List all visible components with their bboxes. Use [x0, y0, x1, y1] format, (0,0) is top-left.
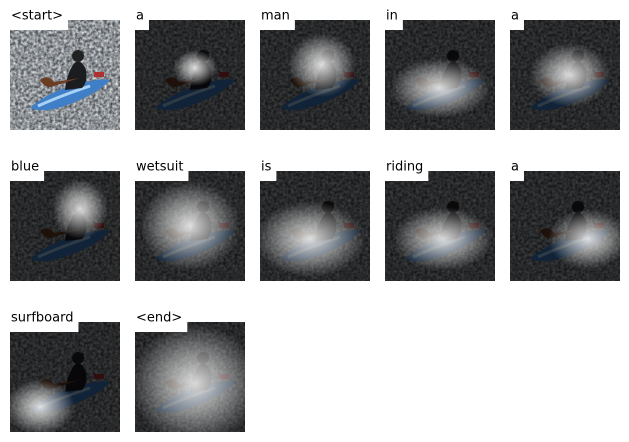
- attention-cell: riding: [383, 156, 495, 281]
- word-label: <end>: [136, 311, 182, 326]
- word-label: riding: [386, 160, 423, 175]
- attention-glow: [140, 181, 240, 271]
- attention-image: [10, 171, 120, 281]
- attention-cell: surfboard: [8, 307, 120, 432]
- word-label: a: [511, 160, 519, 175]
- cells: <start> a man in a blue wetsuit is riding a surfbo…: [8, 5, 620, 432]
- attention-cell: man: [258, 5, 370, 130]
- label-background: [383, 5, 403, 30]
- word-label: wetsuit: [136, 160, 183, 175]
- word-label: <start>: [11, 9, 63, 24]
- word-label: is: [261, 160, 272, 175]
- word-label: blue: [11, 160, 39, 175]
- word-label: man: [261, 9, 290, 24]
- label-background: [8, 5, 69, 30]
- attention-image: [10, 20, 120, 130]
- word-label: surfboard: [11, 311, 73, 326]
- attention-image: [10, 322, 120, 432]
- attention-glow: [10, 379, 75, 432]
- attention-image: [260, 20, 370, 130]
- word-label: a: [136, 9, 144, 24]
- attention-cell: blue: [8, 156, 120, 281]
- label-background: [8, 307, 79, 332]
- attention-cell: in: [383, 5, 495, 130]
- attention-cell: wetsuit: [133, 156, 245, 281]
- label-background: [258, 5, 295, 30]
- label-background: [508, 156, 524, 181]
- label-background: [383, 156, 429, 181]
- attention-image: [260, 171, 370, 281]
- attention-glow: [173, 50, 217, 86]
- attention-cell: <end>: [133, 307, 245, 432]
- attention-image: [135, 322, 245, 432]
- attention-glow: [288, 33, 356, 97]
- attention-image: [510, 20, 620, 130]
- label-background: [133, 307, 188, 332]
- label-background: [133, 5, 149, 30]
- attention-image: [385, 171, 495, 281]
- attention-glow: [530, 43, 610, 107]
- label-background: [258, 156, 277, 181]
- attention-image: [135, 20, 245, 130]
- attention-glow: [260, 201, 365, 277]
- attention-cell: a: [508, 156, 620, 281]
- attention-glow: [393, 207, 493, 271]
- photo: [10, 20, 120, 130]
- label-background: [8, 156, 45, 181]
- label-background: [133, 156, 189, 181]
- word-label: a: [511, 9, 519, 24]
- attention-glow: [390, 58, 490, 118]
- attention-glow: [548, 209, 620, 269]
- attention-image: [510, 171, 620, 281]
- attention-glow: [52, 179, 108, 239]
- attention-cell: a: [508, 5, 620, 130]
- attention-cell: a: [133, 5, 245, 130]
- attention-cell: is: [258, 156, 370, 281]
- word-label: in: [386, 9, 398, 24]
- label-background: [508, 5, 524, 30]
- attention-cell: <start>: [8, 5, 120, 130]
- attention-image: [385, 20, 495, 130]
- attention-image: [135, 171, 245, 281]
- attention-glow: [135, 324, 245, 432]
